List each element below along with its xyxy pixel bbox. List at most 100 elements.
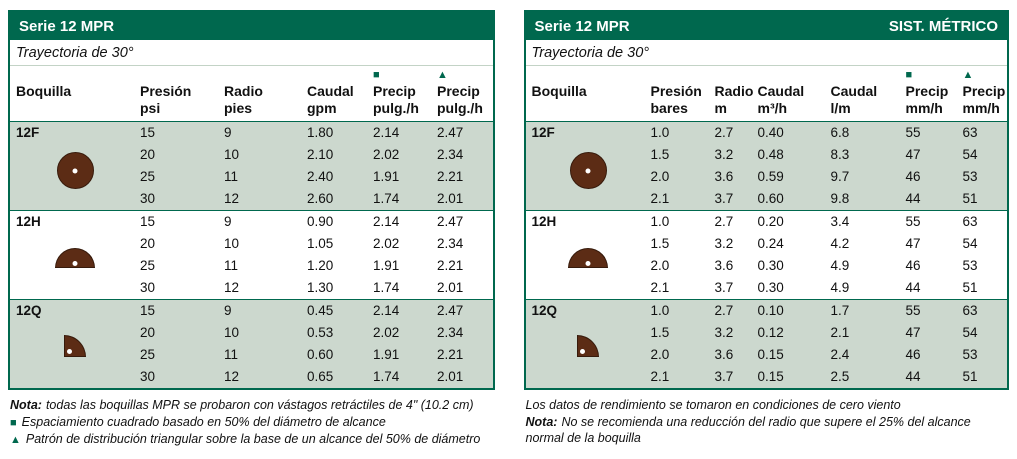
column-unit: mm/h [962,100,1000,116]
data-cell: 10 [224,325,240,340]
data-cell: 2.0 [650,169,670,184]
data-cell: 0.10 [757,303,784,318]
metric-table: Serie 12 MPR SIST. MÉTRICO Trayectoria d… [523,10,1009,390]
column-header-precip-6: ▲ Precip mm/h [957,68,1008,117]
triangle-icon: ▲ [962,69,974,81]
data-cell: 4.2 [830,236,850,251]
data-cell: 1.05 [307,236,334,251]
nozzle-group-12H: 12H 15 9 0.90 2.14 2.47 20 10 1.05 2.02 2.34 25 11 1.… [10,210,493,299]
data-cell: 46 [905,347,921,362]
data-cell: 63 [962,303,978,318]
data-cell: 54 [962,325,978,340]
data-cell: 0.45 [307,303,334,318]
data-cell: 0.15 [757,347,784,362]
data-cell: 1.74 [373,191,400,206]
column-label: Boquilla [16,83,72,99]
metric-panel: Serie 12 MPR SIST. MÉTRICO Trayectoria d… [523,10,1010,447]
column-unit: pulg./h [437,100,483,116]
data-cell: 25 [140,169,156,184]
data-cell: 30 [140,191,156,206]
data-cell: 0.12 [757,325,784,340]
data-cell: 44 [905,369,921,384]
data-cell: 20 [140,147,156,162]
data-cell: 4.9 [830,280,850,295]
column-label: Presión [140,83,192,99]
column-unit: m³/h [757,100,788,116]
nozzle-group-12Q: 12Q 15 9 0.45 2.14 2.47 20 10 0.53 2.02 2.34 25 11 0.… [10,299,493,388]
column-label: Presión [650,83,702,99]
quarter-circle-icon [577,335,599,357]
column-header-caudal-3: Caudal m³/h [752,68,825,117]
data-cell: 0.40 [757,125,784,140]
data-cell: 1.5 [650,236,670,251]
data-cell: 2.02 [373,147,400,162]
table-title: Serie 12 MPR [19,17,115,35]
nozzle-group-12H: 12H 1.0 2.7 0.20 3.4 55 63 1.5 3.2 0.24 4.2 47 54 2.0… [525,210,1007,299]
data-cell: 9.7 [830,169,850,184]
quarter-circle-icon [64,335,86,357]
metric-notes: Los datos de rendimiento se tomaron en c… [524,397,1010,447]
data-cell: 3.4 [830,214,850,229]
data-cell: 0.24 [757,236,784,251]
nozzle-code: 12Q [16,303,42,318]
data-cell: 2.0 [650,258,670,273]
data-cell: 30 [140,280,156,295]
column-header-precip-5: ■ Precip mm/h [900,68,957,117]
data-cell: 1.7 [830,303,850,318]
data-cell: 46 [905,169,921,184]
data-cell: 63 [962,214,978,229]
data-cell: 3.7 [714,369,734,384]
header-symbol-spacer [831,68,900,83]
table-title: Serie 12 MPR [534,17,630,35]
data-cell: 10 [224,147,240,162]
data-cell: 2.14 [373,125,400,140]
column-header-caudal-4: Caudal l/m [825,68,900,117]
data-cell: 2.01 [437,369,464,384]
data-cell: 11 [224,169,239,184]
nozzle-cell: 12H [10,211,134,299]
data-cell: 53 [962,169,978,184]
data-cell: 2.4 [830,347,850,362]
data-cell: 2.1 [650,191,670,206]
column-header-radio-2: Radio pies [218,68,301,117]
data-cell: 0.15 [757,369,784,384]
header-symbol-spacer [307,68,367,83]
data-cell: 1.30 [307,280,334,295]
metric-title-bar: Serie 12 MPR SIST. MÉTRICO [525,12,1007,40]
data-cell: 51 [962,191,978,206]
column-label: Precip [373,83,416,99]
note-prefix: Nota: [525,414,558,429]
column-label: Radio [224,83,263,99]
note-prefix: Nota: [10,398,42,412]
data-cell: 10 [224,236,240,251]
full-circle-icon [56,152,94,189]
data-cell: 20 [140,236,156,251]
data-cell: 3.2 [714,236,734,251]
data-cell: 2.14 [373,214,400,229]
data-cell: 55 [905,303,921,318]
data-cell: 44 [905,280,921,295]
data-cell: 3.6 [714,169,734,184]
column-unit: pulg./h [373,100,419,116]
data-cell: 2.1 [650,280,670,295]
data-cell: 11 [224,347,239,362]
imperial-table: Serie 12 MPR Trayectoria de 30° Boquilla… [8,10,495,390]
nozzle-group-12F: 12F 15 9 1.80 2.14 2.47 20 10 2.10 2.02 2.34 25 11 2.… [10,122,493,210]
column-header-presión-1: Presión psi [134,68,218,117]
data-cell: 0.65 [307,369,334,384]
header-symbol-spacer [651,68,709,83]
header-symbol-spacer [16,68,134,83]
data-cell: 30 [140,369,156,384]
data-cell: 47 [905,147,921,162]
note-text: todas las boquillas MPR se probaron con … [45,398,474,412]
column-label: Precip [962,83,1006,99]
data-cell: 0.20 [757,214,784,229]
half-circle-icon [568,248,608,268]
data-cell: 3.7 [714,280,734,295]
data-cell: 1.5 [650,325,670,340]
data-cell: 20 [140,325,156,340]
column-label: Radio [714,83,754,99]
trajectory-subtitle: Trayectoria de 30° [525,40,1007,66]
nozzle-cell: 12Q [10,300,134,388]
data-cell: 0.59 [757,169,784,184]
